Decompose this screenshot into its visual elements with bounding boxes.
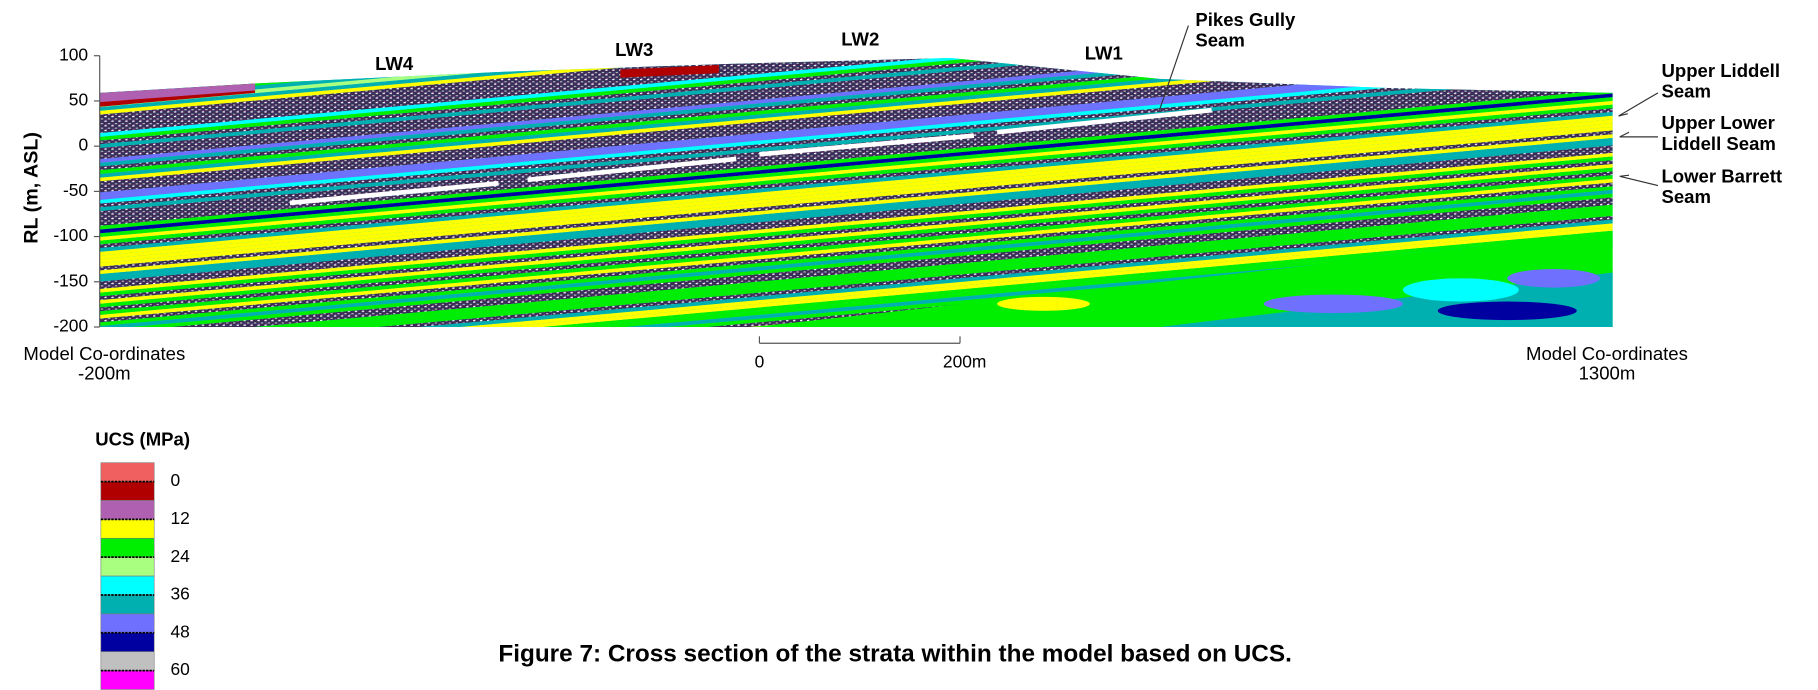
y-tick-label: -150 [53, 270, 88, 290]
legend-swatch [101, 595, 154, 614]
extent-label: Model Co-ordinates [23, 343, 185, 364]
legend-swatch [101, 652, 154, 671]
scale-label: 0 [755, 352, 765, 372]
stratum [1507, 269, 1600, 288]
legend-tick-label: 0 [170, 470, 180, 490]
page: {"chart_data": { "type": "cross-section"… [0, 0, 1818, 690]
legend-tick-label: 12 [170, 508, 189, 528]
legend-tick-label: 36 [170, 584, 189, 604]
scale-label: 200m [943, 352, 986, 372]
legend-swatch [101, 557, 154, 576]
caption: Figure 7: Cross section of the strata wi… [498, 641, 1291, 668]
panel-label: LW2 [841, 29, 879, 50]
y-tick-label: -100 [53, 225, 88, 245]
panel-label: LW4 [375, 53, 414, 74]
panel-label: LW3 [615, 39, 653, 60]
seam-label: Lower Barrett [1661, 165, 1782, 186]
extent-label: 1300m [1579, 362, 1636, 383]
seam-label: Seam [1195, 30, 1245, 51]
scale-bar [759, 336, 960, 343]
legend-swatch [101, 482, 154, 501]
stratum [997, 297, 1090, 311]
stratum [1438, 302, 1577, 321]
strata [100, 0, 1613, 415]
y-tick-label: 100 [59, 44, 88, 64]
stratum [1264, 295, 1403, 314]
legend-swatch [101, 614, 154, 633]
extent-label: Model Co-ordinates [1526, 343, 1688, 364]
y-axis-label: RL (m, ASL) [21, 132, 43, 244]
seam-label: Upper Lower [1661, 112, 1774, 133]
stratum [1403, 278, 1519, 301]
y-tick-label: 0 [78, 135, 88, 155]
arrow [1620, 175, 1658, 185]
y-tick-label: -50 [63, 180, 88, 200]
legend-swatch [101, 671, 154, 690]
y-tick-label: -200 [53, 316, 88, 336]
seam-label: Liddell Seam [1661, 133, 1775, 154]
legend-tick-label: 48 [170, 621, 189, 641]
legend-title: UCS (MPa) [95, 429, 190, 450]
legend-swatch [101, 538, 154, 557]
legend-swatch [101, 500, 154, 519]
panel-label: LW1 [1085, 42, 1123, 63]
legend-tick-label: 60 [170, 659, 189, 679]
seam-label: Seam [1661, 81, 1711, 102]
legend-swatch [101, 463, 154, 482]
seam-label: Upper Liddell [1661, 60, 1780, 81]
arrow [1620, 132, 1658, 137]
arrow [1619, 93, 1658, 116]
seam-label: Pikes Gully [1195, 9, 1296, 30]
legend-tick-label: 24 [170, 546, 190, 566]
legend-swatch [101, 633, 154, 652]
figure: RL (m, ASL) Figure 7: Cross section of t… [0, 0, 1818, 690]
seam-label: Seam [1661, 186, 1711, 207]
legend-swatch [101, 576, 154, 595]
legend-swatch [101, 519, 154, 538]
extent-label: -200m [78, 362, 131, 383]
y-tick-label: 50 [69, 90, 88, 110]
